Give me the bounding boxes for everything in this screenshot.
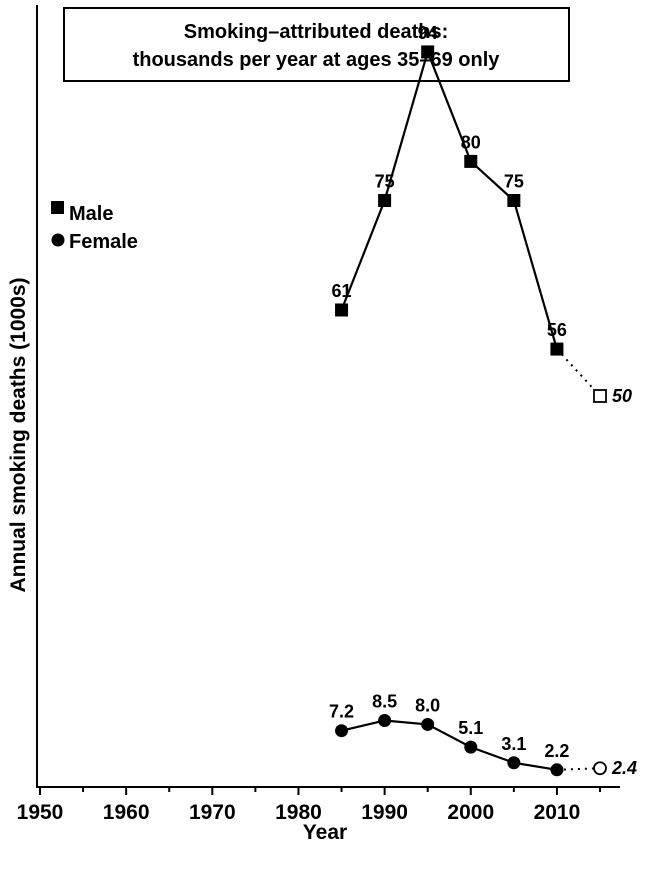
x-tick-label-1950: 1950 bbox=[17, 801, 64, 824]
series-male-projection-point bbox=[593, 389, 607, 403]
series-male-projection-line bbox=[556, 348, 601, 397]
x-tick-label-1970: 1970 bbox=[189, 801, 236, 824]
legend: Male Female bbox=[51, 201, 138, 253]
legend-male-label: Male bbox=[69, 203, 113, 225]
x-axis-label: Year bbox=[303, 821, 347, 844]
x-tick-label-2000: 2000 bbox=[447, 801, 494, 824]
title-line-1: Smoking–attributed deaths: bbox=[184, 21, 448, 43]
series-female-label-2010: 2.2 bbox=[544, 741, 569, 761]
series-female: 7.2 8.5 8.0 5.1 3.1 2.2 2.4 bbox=[329, 692, 637, 779]
series-female-point-2000 bbox=[464, 740, 478, 754]
x-tick-label-1980: 1980 bbox=[275, 801, 322, 824]
x-tick-label-1990: 1990 bbox=[361, 801, 408, 824]
series-male-point-1995 bbox=[421, 45, 435, 59]
series-male-label-1985: 61 bbox=[332, 281, 352, 301]
series-male-label-1990: 75 bbox=[375, 172, 395, 192]
y-axis-label: Annual smoking deaths (1000s) bbox=[7, 277, 30, 592]
series-male-point-2000 bbox=[464, 154, 478, 168]
series-female-projection-point bbox=[593, 761, 607, 776]
legend-male-marker bbox=[51, 201, 64, 214]
series-female-point-1985 bbox=[335, 724, 349, 738]
series-male-label-2000: 80 bbox=[461, 132, 481, 152]
series-female-projection-label: 2.4 bbox=[611, 758, 637, 778]
series-male-point-1985 bbox=[335, 303, 349, 317]
x-axis-tick-labels: 1950 1960 1970 1980 1990 2000 2010 bbox=[17, 801, 581, 824]
series-male: 61 75 94 80 75 56 50 bbox=[332, 23, 633, 406]
series-female-label-2005: 3.1 bbox=[501, 734, 526, 754]
series-male-line bbox=[340, 48, 558, 350]
x-axis-ticks bbox=[39, 787, 601, 795]
series-female-line bbox=[341, 719, 558, 771]
plot-area: 61 75 94 80 75 56 50 7.2 8.5 8.0 5.1 3.1 2.2 2.4 bbox=[329, 23, 637, 778]
series-male-point-1990 bbox=[378, 194, 392, 207]
series-female-point-2010 bbox=[550, 763, 564, 777]
series-male-label-2010: 56 bbox=[547, 320, 567, 340]
series-male-point-2010 bbox=[550, 342, 564, 356]
series-female-label-2000: 5.1 bbox=[458, 718, 483, 738]
legend-female-marker bbox=[51, 233, 65, 247]
series-male-label-2005: 75 bbox=[504, 172, 524, 192]
title-box bbox=[63, 7, 570, 82]
series-male-point-2005 bbox=[507, 194, 521, 207]
series-male-projection-label: 50 bbox=[612, 386, 632, 406]
series-female-label-1995: 8.0 bbox=[415, 695, 440, 715]
series-female-point-1990 bbox=[378, 714, 392, 728]
series-female-label-1985: 7.2 bbox=[329, 702, 354, 722]
series-female-projection-line bbox=[556, 767, 601, 771]
series-female-point-1995 bbox=[421, 717, 435, 731]
title-line-2: thousands per year at ages 35–69 only bbox=[133, 49, 501, 71]
chart-title: Smoking–attributed deaths: thousands per… bbox=[63, 7, 570, 82]
series-male-label-1995: 94 bbox=[418, 23, 438, 43]
series-female-label-1990: 8.5 bbox=[372, 692, 397, 712]
x-tick-label-1960: 1960 bbox=[103, 801, 150, 824]
x-tick-label-2010: 2010 bbox=[534, 801, 581, 824]
series-female-point-2005 bbox=[507, 756, 521, 770]
legend-female-label: Female bbox=[69, 231, 138, 253]
